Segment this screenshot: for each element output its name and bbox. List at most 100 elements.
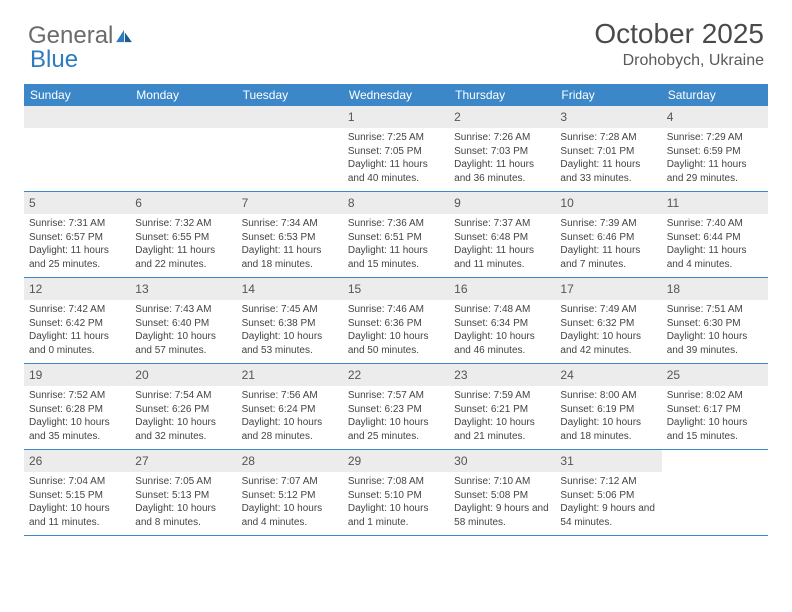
day-detail-line: Sunrise: 7:28 AM bbox=[560, 131, 656, 145]
day-detail-line: Sunrise: 7:36 AM bbox=[348, 217, 444, 231]
day-cell: 26Sunrise: 7:04 AMSunset: 5:15 PMDayligh… bbox=[24, 450, 130, 535]
day-detail-line: Sunrise: 7:51 AM bbox=[667, 303, 763, 317]
day-number-bar: 13 bbox=[130, 278, 236, 300]
day-detail-line: Sunrise: 7:05 AM bbox=[135, 475, 231, 489]
day-cell: 20Sunrise: 7:54 AMSunset: 6:26 PMDayligh… bbox=[130, 364, 236, 449]
day-detail-line: Sunset: 6:17 PM bbox=[667, 403, 763, 417]
day-cell: 23Sunrise: 7:59 AMSunset: 6:21 PMDayligh… bbox=[449, 364, 555, 449]
week-row: 5Sunrise: 7:31 AMSunset: 6:57 PMDaylight… bbox=[24, 192, 768, 278]
day-detail-line: Sunrise: 7:25 AM bbox=[348, 131, 444, 145]
day-detail-line: Daylight: 10 hours and 1 minute. bbox=[348, 502, 444, 529]
day-cell bbox=[130, 106, 236, 191]
day-number-bar: 7 bbox=[237, 192, 343, 214]
day-cell: 17Sunrise: 7:49 AMSunset: 6:32 PMDayligh… bbox=[555, 278, 661, 363]
day-cell: 1Sunrise: 7:25 AMSunset: 7:05 PMDaylight… bbox=[343, 106, 449, 191]
day-number: 28 bbox=[242, 454, 255, 468]
day-number-bar bbox=[237, 106, 343, 128]
day-number-bar: 19 bbox=[24, 364, 130, 386]
day-number-bar bbox=[24, 106, 130, 128]
day-number: 16 bbox=[454, 282, 467, 296]
day-detail-line: Sunrise: 7:57 AM bbox=[348, 389, 444, 403]
day-cell: 21Sunrise: 7:56 AMSunset: 6:24 PMDayligh… bbox=[237, 364, 343, 449]
day-number-bar: 9 bbox=[449, 192, 555, 214]
day-number: 20 bbox=[135, 368, 148, 382]
day-detail-line: Daylight: 11 hours and 33 minutes. bbox=[560, 158, 656, 185]
day-number: 7 bbox=[242, 196, 249, 210]
day-detail-line: Sunrise: 7:59 AM bbox=[454, 389, 550, 403]
day-detail-line: Sunset: 5:06 PM bbox=[560, 489, 656, 503]
week-row: 26Sunrise: 7:04 AMSunset: 5:15 PMDayligh… bbox=[24, 450, 768, 536]
day-detail-line: Sunset: 6:34 PM bbox=[454, 317, 550, 331]
day-cell bbox=[237, 106, 343, 191]
day-detail-line: Sunrise: 8:02 AM bbox=[667, 389, 763, 403]
day-detail-line: Daylight: 11 hours and 11 minutes. bbox=[454, 244, 550, 271]
day-detail-line: Sunset: 6:59 PM bbox=[667, 145, 763, 159]
day-number: 9 bbox=[454, 196, 461, 210]
month-title: October 2025 bbox=[594, 18, 764, 50]
day-cell: 16Sunrise: 7:48 AMSunset: 6:34 PMDayligh… bbox=[449, 278, 555, 363]
day-cell: 10Sunrise: 7:39 AMSunset: 6:46 PMDayligh… bbox=[555, 192, 661, 277]
day-number-bar: 6 bbox=[130, 192, 236, 214]
day-detail-line: Daylight: 11 hours and 0 minutes. bbox=[29, 330, 125, 357]
weekday-header: Monday bbox=[130, 84, 236, 106]
day-number-bar: 14 bbox=[237, 278, 343, 300]
weekday-header-row: SundayMondayTuesdayWednesdayThursdayFrid… bbox=[24, 84, 768, 106]
day-detail-line: Sunset: 6:40 PM bbox=[135, 317, 231, 331]
day-cell: 19Sunrise: 7:52 AMSunset: 6:28 PMDayligh… bbox=[24, 364, 130, 449]
day-number: 26 bbox=[29, 454, 42, 468]
day-detail-line: Daylight: 10 hours and 42 minutes. bbox=[560, 330, 656, 357]
day-detail-line: Sunset: 6:36 PM bbox=[348, 317, 444, 331]
day-detail-line: Sunset: 5:10 PM bbox=[348, 489, 444, 503]
day-detail-line: Daylight: 10 hours and 32 minutes. bbox=[135, 416, 231, 443]
day-number: 14 bbox=[242, 282, 255, 296]
day-detail-line: Daylight: 10 hours and 53 minutes. bbox=[242, 330, 338, 357]
day-number: 8 bbox=[348, 196, 355, 210]
day-number-bar: 29 bbox=[343, 450, 449, 472]
day-cell: 25 Sunrise: 8:02 AMSunset: 6:17 PMDayligh… bbox=[662, 364, 768, 449]
day-detail-line: Sunset: 6:30 PM bbox=[667, 317, 763, 331]
day-cell: 14Sunrise: 7:45 AMSunset: 6:38 PMDayligh… bbox=[237, 278, 343, 363]
day-detail-line: Sunset: 6:55 PM bbox=[135, 231, 231, 245]
day-number: 17 bbox=[560, 282, 573, 296]
day-detail-line: Daylight: 10 hours and 18 minutes. bbox=[560, 416, 656, 443]
day-number: 31 bbox=[560, 454, 573, 468]
day-detail-line: Sunset: 6:24 PM bbox=[242, 403, 338, 417]
day-detail-line: Daylight: 10 hours and 15 minutes. bbox=[667, 416, 763, 443]
day-detail-line: Sunset: 6:46 PM bbox=[560, 231, 656, 245]
day-number-bar: 26 bbox=[24, 450, 130, 472]
day-cell: 24Sunrise: 8:00 AMSunset: 6:19 PMDayligh… bbox=[555, 364, 661, 449]
day-detail-line: Sunset: 7:03 PM bbox=[454, 145, 550, 159]
day-detail-line: Daylight: 10 hours and 8 minutes. bbox=[135, 502, 231, 529]
day-detail-line: Daylight: 11 hours and 15 minutes. bbox=[348, 244, 444, 271]
day-detail-line: Daylight: 11 hours and 40 minutes. bbox=[348, 158, 444, 185]
day-detail-line: Daylight: 10 hours and 46 minutes. bbox=[454, 330, 550, 357]
day-detail-line: Daylight: 9 hours and 54 minutes. bbox=[560, 502, 656, 529]
day-detail-line: Daylight: 11 hours and 7 minutes. bbox=[560, 244, 656, 271]
day-detail-line: Sunset: 6:51 PM bbox=[348, 231, 444, 245]
day-detail-line: Sunset: 6:38 PM bbox=[242, 317, 338, 331]
day-number: 10 bbox=[560, 196, 573, 210]
day-cell: 27Sunrise: 7:05 AMSunset: 5:13 PMDayligh… bbox=[130, 450, 236, 535]
day-detail-line: Sunrise: 7:08 AM bbox=[348, 475, 444, 489]
day-detail-line: Sunset: 6:21 PM bbox=[454, 403, 550, 417]
day-cell: 15Sunrise: 7:46 AMSunset: 6:36 PMDayligh… bbox=[343, 278, 449, 363]
day-number-bar: 31 bbox=[555, 450, 661, 472]
day-number: 3 bbox=[560, 110, 567, 124]
day-detail-line: Daylight: 10 hours and 50 minutes. bbox=[348, 330, 444, 357]
day-number-bar: 11 bbox=[662, 192, 768, 214]
day-cell: 30Sunrise: 7:10 AMSunset: 5:08 PMDayligh… bbox=[449, 450, 555, 535]
day-detail-line: Sunrise: 7:04 AM bbox=[29, 475, 125, 489]
day-detail-line: Sunrise: 7:34 AM bbox=[242, 217, 338, 231]
day-detail-line: Daylight: 11 hours and 4 minutes. bbox=[667, 244, 763, 271]
day-number: 21 bbox=[242, 368, 255, 382]
day-cell: 12Sunrise: 7:42 AMSunset: 6:42 PMDayligh… bbox=[24, 278, 130, 363]
day-number-bar: 25 bbox=[662, 364, 768, 386]
day-detail-line: Sunrise: 7:32 AM bbox=[135, 217, 231, 231]
day-detail-line: Sunrise: 7:56 AM bbox=[242, 389, 338, 403]
day-number: 29 bbox=[348, 454, 361, 468]
week-row: 1Sunrise: 7:25 AMSunset: 7:05 PMDaylight… bbox=[24, 106, 768, 192]
day-number: 18 bbox=[667, 282, 680, 296]
day-number: 4 bbox=[667, 110, 674, 124]
day-number: 1 bbox=[348, 110, 355, 124]
day-detail-line: Daylight: 10 hours and 21 minutes. bbox=[454, 416, 550, 443]
